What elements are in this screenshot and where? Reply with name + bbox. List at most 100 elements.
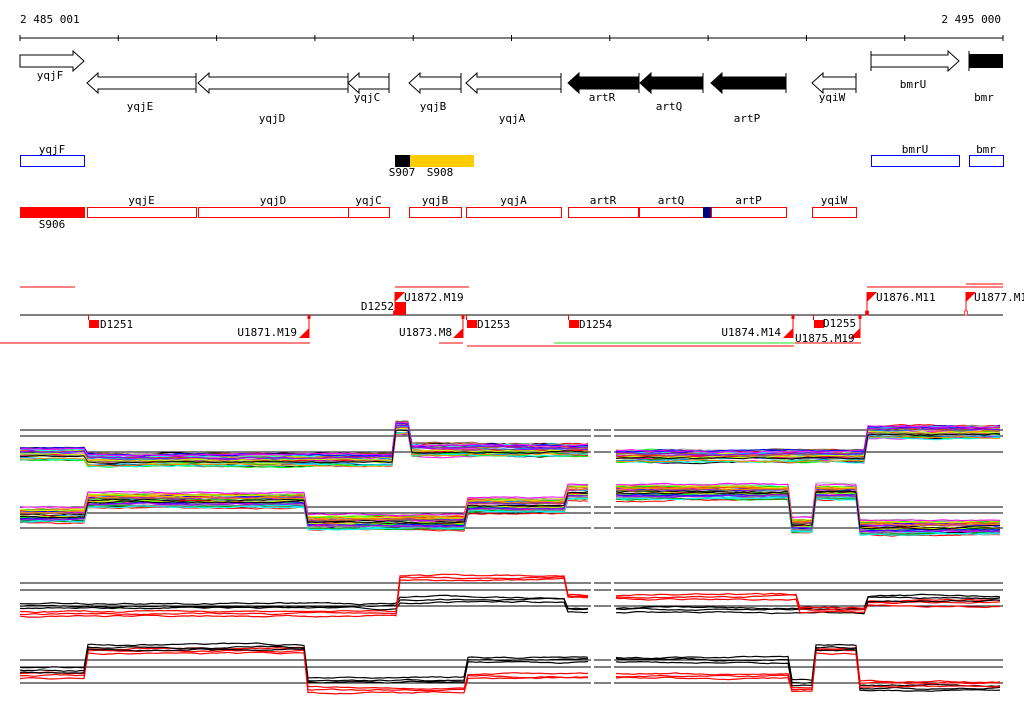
expression-panel-3 bbox=[19, 553, 1003, 633]
promoter-label: U1876.M11 bbox=[876, 291, 936, 304]
promoter-U1873.M8[interactable]: U1873.M8 bbox=[399, 315, 465, 339]
transcript-box-yqjD[interactable]: yqjD bbox=[198, 194, 349, 218]
expression-series-line bbox=[19, 642, 1001, 688]
gene-yqjB[interactable]: yqjB bbox=[408, 71, 462, 113]
gene-label: artP bbox=[734, 112, 761, 125]
gene-box bbox=[969, 155, 1004, 167]
promoter-mark bbox=[865, 310, 869, 316]
promoter-U1876.M11[interactable]: U1876.M11 bbox=[865, 291, 936, 316]
expression-panel-4 bbox=[19, 630, 1003, 710]
terminator-D1252[interactable]: D1252 bbox=[361, 300, 406, 315]
expression-series-line bbox=[19, 577, 1001, 618]
transcript-box-artR[interactable]: artR bbox=[568, 194, 639, 218]
gene-arrow-left-icon bbox=[347, 71, 390, 95]
gene-label: yqjB bbox=[420, 100, 447, 113]
promoter-terminator-track: D1251 D1252 D1253 D1254 D1255 U1871.M19 U1872.… bbox=[0, 283, 1024, 347]
transcript-box bbox=[409, 207, 462, 218]
gene-yqjD[interactable]: yqjD bbox=[197, 71, 349, 125]
transcript-label: artP bbox=[735, 194, 762, 207]
expression-series-line bbox=[19, 576, 1001, 616]
promoter-mark bbox=[307, 315, 311, 319]
transcript-label: yqjA bbox=[500, 194, 527, 207]
promoter-mark bbox=[964, 310, 968, 316]
segment-S908[interactable]: S908 bbox=[410, 155, 474, 179]
gene-artR[interactable]: artR bbox=[567, 71, 640, 104]
gene-artQ[interactable]: artQ bbox=[639, 71, 704, 113]
transcript-box-yqjC[interactable]: yqjC bbox=[348, 194, 390, 218]
transcript-box bbox=[568, 207, 639, 218]
gene-artP[interactable]: artP bbox=[710, 71, 787, 125]
promoter-flag-icon bbox=[966, 292, 976, 302]
transcript-box-artP[interactable]: artP bbox=[711, 194, 787, 218]
transcript-label: yqjC bbox=[355, 194, 382, 207]
ruler-end-label: 2 495 000 bbox=[941, 13, 1001, 26]
promoter-U1875.M19[interactable]: U1875.M19 bbox=[795, 315, 862, 345]
segment-bar bbox=[20, 207, 85, 218]
gene-yqjF[interactable]: yqjF bbox=[19, 49, 85, 82]
promoter-U1874.M14[interactable]: U1874.M14 bbox=[721, 315, 795, 339]
expression-series-line bbox=[19, 422, 1001, 457]
gap-marker bbox=[591, 400, 594, 480]
gene-box-bmr[interactable]: bmr bbox=[969, 143, 1004, 167]
expression-series-line bbox=[19, 424, 1001, 460]
segment-S907[interactable]: S907 bbox=[389, 155, 416, 179]
expression-series-line bbox=[19, 432, 1001, 468]
promoter-flag-icon bbox=[850, 328, 860, 338]
gene-label: yqjE bbox=[127, 100, 154, 113]
promoter-label: U1871.M19 bbox=[237, 326, 297, 339]
transcript-box bbox=[812, 207, 857, 218]
gene-bmr[interactable]: bmr bbox=[968, 51, 1003, 104]
promoter-label: U1872.M19 bbox=[404, 291, 464, 304]
gene-box-bmrU[interactable]: bmrU bbox=[871, 143, 960, 167]
terminator-D1251[interactable]: D1251 bbox=[88, 315, 134, 331]
transcript-box bbox=[348, 207, 390, 218]
gene-arrow-left-icon bbox=[710, 71, 787, 95]
gene-yqiW[interactable]: yqiW bbox=[811, 71, 857, 104]
gene-arrow-left-icon bbox=[567, 71, 640, 95]
expression-series-line bbox=[19, 429, 1001, 464]
transcript-box-yqjA[interactable]: yqjA bbox=[466, 194, 562, 218]
segment-label: S907 bbox=[389, 166, 416, 179]
gene-yqjA[interactable]: yqjA bbox=[465, 71, 562, 125]
gene-bmrU[interactable]: bmrU bbox=[870, 49, 960, 91]
transcript-box-yqiW[interactable]: yqiW bbox=[812, 194, 857, 218]
promoter-mark bbox=[858, 315, 862, 319]
promoter-U1877.M19[interactable]: U1877.M19 bbox=[964, 291, 1024, 316]
transcript-box-artQ[interactable]: artQ bbox=[639, 194, 704, 218]
promoter-U1871.M19[interactable]: U1871.M19 bbox=[237, 315, 311, 339]
promoter-U1872.M19[interactable]: U1872.M19 bbox=[393, 291, 464, 316]
gene-label: yqjD bbox=[259, 112, 286, 125]
terminator-label: D1251 bbox=[100, 318, 133, 331]
gene-label: yqjA bbox=[499, 112, 526, 125]
expression-panel-2 bbox=[19, 477, 1003, 557]
gene-box-yqjF[interactable]: yqjF bbox=[20, 143, 85, 167]
ruler-start-label: 2 485 001 bbox=[20, 13, 80, 26]
terminator-label: D1254 bbox=[579, 318, 612, 331]
gene-yqjE[interactable]: yqjE bbox=[86, 71, 197, 113]
transcript-box bbox=[198, 207, 349, 218]
gene-track: yqjF yqjE yqjD yqjC yqjB yqjA artR artQ artP yqiW… bbox=[19, 49, 1003, 125]
gene-label: yqiW bbox=[819, 91, 846, 104]
gene-yqjC[interactable]: yqjC bbox=[347, 71, 390, 104]
expression-plots bbox=[19, 400, 1003, 710]
expression-series-line bbox=[19, 651, 1001, 695]
promoter-flag-icon bbox=[395, 292, 405, 302]
transcript-box-yqjE[interactable]: yqjE bbox=[87, 194, 197, 218]
marker-block bbox=[703, 207, 711, 218]
expression-series-line bbox=[19, 648, 1001, 692]
gene-label: artR bbox=[589, 91, 616, 104]
terminator-D1255[interactable]: D1255 bbox=[813, 315, 857, 330]
gap-marker bbox=[591, 477, 594, 557]
terminator-block bbox=[395, 302, 406, 315]
segment-S906[interactable]: S906 bbox=[20, 207, 85, 231]
terminator-D1254[interactable]: D1254 bbox=[568, 315, 613, 331]
promoter-flag-icon bbox=[453, 328, 463, 338]
gene-arrow-left-icon bbox=[811, 71, 857, 95]
terminator-D1253[interactable]: D1253 bbox=[466, 315, 511, 331]
gene-body bbox=[969, 54, 1003, 68]
transcript-box-yqjB[interactable]: yqjB bbox=[409, 194, 462, 218]
promoter-label: U1874.M14 bbox=[721, 326, 781, 339]
segment-label: S908 bbox=[427, 166, 454, 179]
transcript-label: yqiW bbox=[821, 194, 848, 207]
